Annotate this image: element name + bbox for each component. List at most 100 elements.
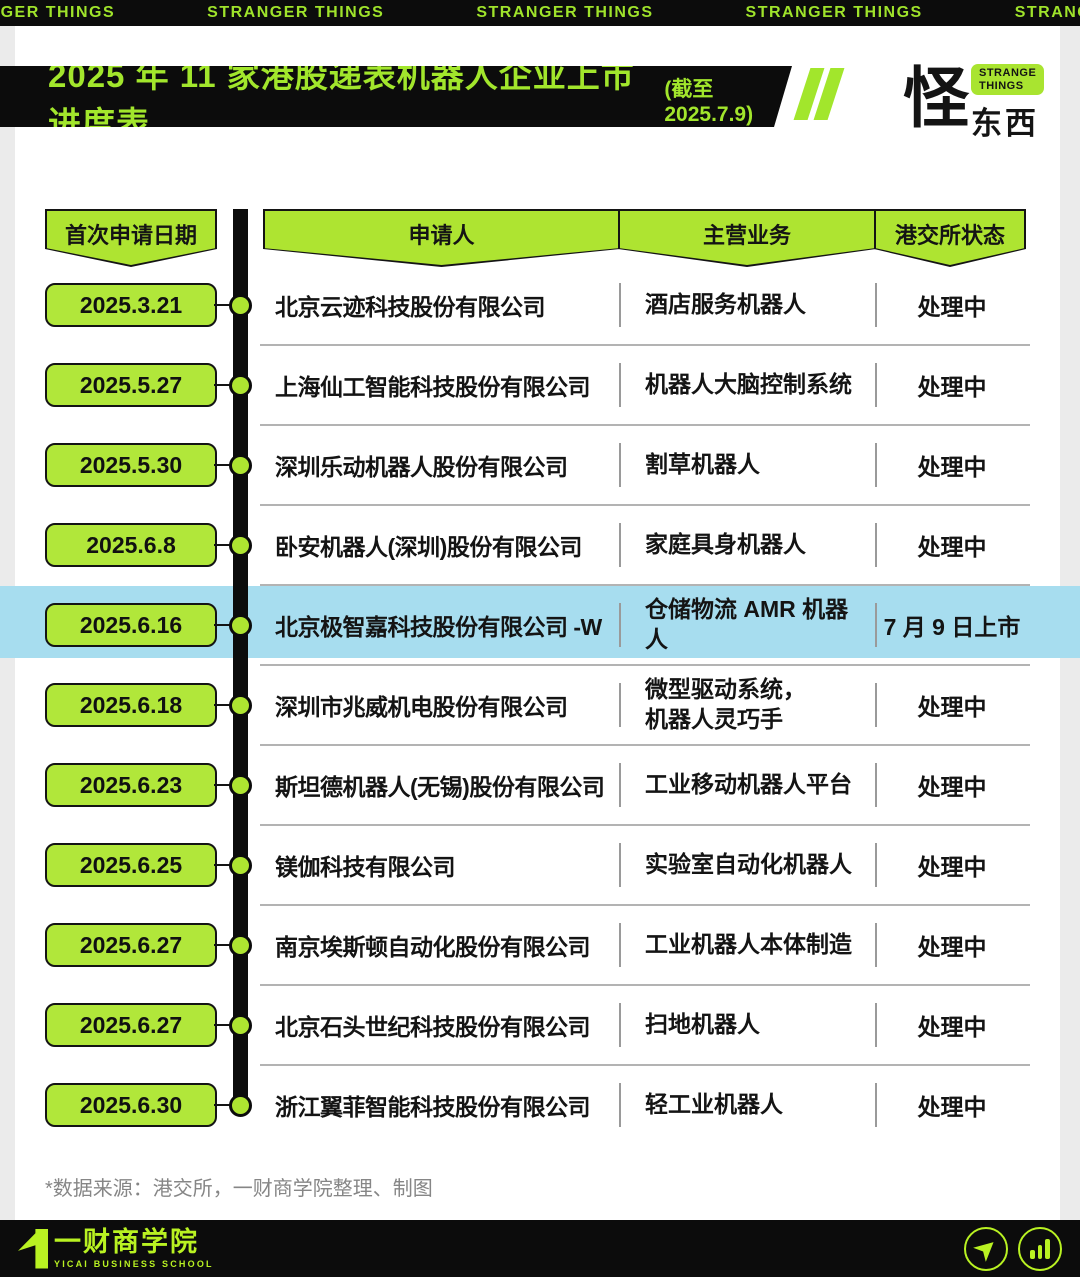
timeline-connector xyxy=(214,384,236,386)
business-cell: 微型驱动系统， 机器人灵巧手 xyxy=(645,676,806,732)
ticker-item: STRANGER THINGS xyxy=(207,4,385,21)
timeline-dot-icon xyxy=(229,1013,252,1037)
status-cell: 处理中 xyxy=(917,694,987,720)
applicant-cell: 上海仙工智能科技股份有限公司 xyxy=(275,374,591,400)
column-divider xyxy=(619,363,621,407)
timeline-dot-icon xyxy=(229,693,252,717)
business-cell: 实验室自动化机器人 xyxy=(645,851,852,878)
timeline-dot-icon xyxy=(229,613,252,637)
timeline-connector xyxy=(214,704,236,706)
status-cell: 处理中 xyxy=(917,534,987,560)
status-cell: 处理中 xyxy=(917,1014,987,1040)
ticker-items: STRANGER THINGS STRANGER THINGS STRANGER T… xyxy=(0,0,1080,26)
timeline-dot-icon xyxy=(229,773,252,797)
column-divider xyxy=(619,843,621,887)
ticker-item: STRANGER THINGS xyxy=(745,4,923,21)
applicant-cell: 北京石头世纪科技股份有限公司 xyxy=(275,1014,591,1040)
date-pill: 2025.6.27 xyxy=(45,923,217,967)
table-row: 2025.6.25 镁伽科技有限公司 实验室自动化机器人 处理中 xyxy=(0,825,1080,906)
date-pill: 2025.6.18 xyxy=(45,683,217,727)
timeline-connector xyxy=(214,784,236,786)
column-divider xyxy=(619,763,621,807)
date-pill: 2025.6.23 xyxy=(45,763,217,807)
yicai-logo-en: YICAI BUSINESS SCHOOL xyxy=(54,1258,214,1269)
bar-chart-icon[interactable] xyxy=(1018,1226,1062,1271)
status-cell: 7 月 9 日上市 xyxy=(883,614,1021,640)
applicant-cell: 深圳市兆威机电股份有限公司 xyxy=(275,694,568,720)
table-row: 2025.6.27 北京石头世纪科技股份有限公司 扫地机器人 处理中 xyxy=(0,985,1080,1066)
column-divider xyxy=(875,923,877,967)
column-divider xyxy=(619,1083,621,1127)
date-pill: 2025.6.16 xyxy=(45,603,217,647)
column-header-business: 主营业务 xyxy=(618,209,876,267)
business-cell: 家庭具身机器人 xyxy=(645,531,806,558)
business-cell: 扫地机器人 xyxy=(645,1011,760,1038)
business-cell: 仓储物流 AMR 机器人 xyxy=(645,596,849,652)
date-pill: 2025.5.27 xyxy=(45,363,217,407)
table-row: 2025.3.21 北京云迹科技股份有限公司 酒店服务机器人 处理中 xyxy=(0,265,1080,346)
applicant-cell: 北京云迹科技股份有限公司 xyxy=(275,294,546,320)
table-row: 2025.5.30 深圳乐动机器人股份有限公司 割草机器人 处理中 xyxy=(0,425,1080,506)
applicant-cell: 镁伽科技有限公司 xyxy=(275,854,456,880)
business-cell: 工业机器人本体制造 xyxy=(645,931,852,958)
business-cell: 酒店服务机器人 xyxy=(645,291,806,318)
timeline-dot-icon xyxy=(229,853,252,877)
ticker-item: STRANGER THINGS xyxy=(0,4,116,21)
column-divider xyxy=(875,683,877,727)
status-cell: 处理中 xyxy=(917,374,987,400)
timeline-dot-icon xyxy=(229,373,252,397)
timeline-connector xyxy=(214,944,236,946)
column-divider xyxy=(619,523,621,567)
status-cell: 处理中 xyxy=(917,774,987,800)
ticker-item: STRANGER THINGS xyxy=(1014,4,1080,21)
business-cell: 工业移动机器人平台 xyxy=(645,771,852,798)
strange-things-logo: 怪 STRANGE THINGS 东西 xyxy=(903,58,1053,142)
business-cell: 机器人大脑控制系统 xyxy=(645,371,852,398)
date-pill: 2025.6.30 xyxy=(45,1083,217,1127)
applicant-cell: 浙江翼菲智能科技股份有限公司 xyxy=(275,1094,591,1120)
column-divider xyxy=(875,843,877,887)
ticker-item: STRANGER THINGS xyxy=(476,4,654,21)
status-cell: 处理中 xyxy=(917,294,987,320)
timeline-connector xyxy=(214,1104,236,1106)
title-banner: 2025 年 11 家港股递表机器人企业上市进度表 (截至 2025.7.9) xyxy=(0,66,792,127)
timeline-dot-icon xyxy=(229,933,252,957)
business-cell: 割草机器人 xyxy=(645,451,760,478)
applicant-cell: 北京极智嘉科技股份有限公司 -W xyxy=(275,614,602,640)
yicai-flag-icon xyxy=(18,1228,48,1269)
date-pill: 2025.5.30 xyxy=(45,443,217,487)
yicai-logo-cn: 一财商学院 xyxy=(54,1226,199,1257)
table-row: 2025.6.18 深圳市兆威机电股份有限公司 微型驱动系统， 机器人灵巧手 处… xyxy=(0,665,1080,746)
timeline-connector xyxy=(214,304,236,306)
timeline-connector xyxy=(214,864,236,866)
date-pill: 2025.6.27 xyxy=(45,1003,217,1047)
applicant-cell: 斯坦德机器人(无锡)股份有限公司 xyxy=(275,774,605,800)
data-source-note: *数据来源：港交所，一财商学院整理、制图 xyxy=(45,1178,433,1200)
column-divider xyxy=(619,923,621,967)
column-divider xyxy=(619,683,621,727)
timeline-connector xyxy=(214,544,236,546)
timeline-dot-icon xyxy=(229,293,252,317)
table-body: 2025.3.21 北京云迹科技股份有限公司 酒店服务机器人 处理中 2025.… xyxy=(0,265,1080,1145)
status-cell: 处理中 xyxy=(917,934,987,960)
table-row: 2025.6.8 卧安机器人(深圳)股份有限公司 家庭具身机器人 处理中 xyxy=(0,505,1080,586)
table-row: 2025.6.30 浙江翼菲智能科技股份有限公司 轻工业机器人 处理中 xyxy=(0,1065,1080,1145)
column-divider xyxy=(875,443,877,487)
column-divider xyxy=(875,603,877,647)
timeline-connector xyxy=(214,464,236,466)
table-row: 2025.5.27 上海仙工智能科技股份有限公司 机器人大脑控制系统 处理中 xyxy=(0,345,1080,426)
timeline-connector xyxy=(214,624,236,626)
column-divider xyxy=(875,1003,877,1047)
stranger-things-ticker-bar: STRANGER THINGS STRANGER THINGS STRANGER T… xyxy=(0,0,1080,26)
column-divider xyxy=(875,1083,877,1127)
column-divider xyxy=(619,1003,621,1047)
navigation-arrow-icon[interactable] xyxy=(964,1226,1008,1271)
applicant-cell: 深圳乐动机器人股份有限公司 xyxy=(275,454,568,480)
timeline-dot-icon xyxy=(229,533,252,557)
logo-sub-chars: 东西 xyxy=(971,106,1039,142)
column-divider xyxy=(619,603,621,647)
table-row: 2025.6.23 斯坦德机器人(无锡)股份有限公司 工业移动机器人平台 处理中 xyxy=(0,745,1080,826)
applicant-cell: 卧安机器人(深圳)股份有限公司 xyxy=(275,534,582,560)
column-divider xyxy=(875,363,877,407)
table-row: 2025.6.16 北京极智嘉科技股份有限公司 -W 仓储物流 AMR 机器人 … xyxy=(0,585,1080,666)
